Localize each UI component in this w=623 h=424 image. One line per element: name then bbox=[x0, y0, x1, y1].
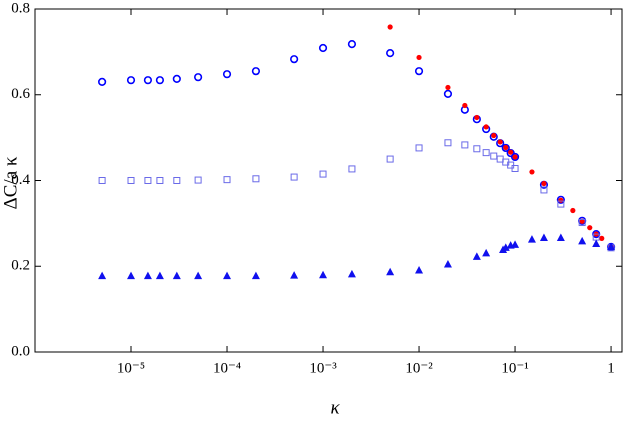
x-axis-label: κ bbox=[330, 397, 340, 418]
point bbox=[482, 149, 490, 157]
point bbox=[155, 76, 165, 85]
point bbox=[155, 271, 164, 280]
y-tick-label: 0.2 bbox=[11, 258, 30, 274]
point bbox=[541, 180, 547, 187]
point bbox=[472, 252, 481, 260]
point bbox=[194, 271, 203, 280]
point bbox=[578, 219, 586, 227]
point bbox=[319, 270, 328, 279]
point bbox=[290, 271, 299, 279]
point bbox=[443, 260, 452, 268]
point bbox=[512, 154, 518, 160]
point bbox=[98, 271, 107, 280]
point bbox=[415, 144, 423, 152]
point bbox=[474, 114, 480, 121]
point bbox=[511, 164, 519, 172]
point bbox=[173, 177, 181, 184]
point bbox=[491, 132, 497, 139]
point bbox=[462, 102, 468, 109]
point bbox=[348, 165, 356, 173]
point bbox=[347, 40, 357, 49]
x-tick-label: 10⁻³ bbox=[309, 360, 337, 376]
point bbox=[415, 266, 424, 274]
point bbox=[386, 49, 395, 58]
point bbox=[529, 169, 535, 175]
point bbox=[127, 177, 135, 184]
point bbox=[416, 54, 422, 61]
point bbox=[251, 271, 260, 280]
point bbox=[194, 73, 203, 82]
point bbox=[443, 89, 453, 98]
point bbox=[156, 177, 164, 184]
point bbox=[483, 124, 489, 130]
y-tick-label: 0.4 bbox=[11, 172, 30, 188]
point bbox=[497, 139, 503, 145]
point bbox=[461, 141, 469, 149]
point bbox=[539, 233, 548, 241]
point bbox=[527, 235, 536, 243]
point bbox=[386, 155, 394, 163]
x-tick-label: 1 bbox=[607, 360, 615, 376]
point bbox=[556, 195, 565, 204]
point bbox=[557, 200, 565, 208]
point bbox=[508, 149, 514, 155]
point bbox=[127, 271, 136, 280]
point bbox=[172, 271, 181, 280]
point bbox=[445, 84, 451, 91]
point bbox=[222, 70, 232, 79]
y-tick-label: 0.0 bbox=[11, 343, 30, 359]
point bbox=[578, 236, 587, 245]
point bbox=[387, 24, 393, 30]
point bbox=[414, 67, 424, 76]
point bbox=[501, 243, 510, 251]
point bbox=[143, 76, 153, 85]
point bbox=[98, 77, 107, 86]
point bbox=[319, 170, 327, 178]
point bbox=[540, 186, 548, 194]
point bbox=[570, 207, 576, 214]
point bbox=[223, 176, 231, 184]
point bbox=[556, 233, 565, 241]
point bbox=[143, 271, 152, 280]
point bbox=[490, 152, 498, 160]
x-tick-label: 10⁻⁵ bbox=[117, 360, 145, 376]
x-tick-label: 10⁻¹ bbox=[501, 360, 528, 376]
point bbox=[98, 177, 106, 184]
point bbox=[144, 177, 152, 184]
point bbox=[290, 55, 299, 64]
point bbox=[503, 144, 509, 151]
point bbox=[473, 145, 481, 153]
point bbox=[386, 267, 395, 276]
x-tick-label: 10⁻² bbox=[405, 360, 433, 376]
point bbox=[444, 139, 452, 147]
x-tick-label: 10⁻⁴ bbox=[213, 360, 241, 376]
point bbox=[290, 173, 298, 181]
point bbox=[252, 175, 260, 183]
point bbox=[172, 74, 181, 83]
y-tick-label: 0.6 bbox=[11, 86, 30, 102]
point bbox=[511, 240, 520, 248]
point bbox=[223, 271, 232, 280]
point bbox=[607, 242, 616, 250]
point bbox=[592, 239, 601, 247]
y-tick-label: 0.8 bbox=[11, 0, 30, 16]
point bbox=[501, 143, 510, 153]
point bbox=[510, 152, 520, 162]
point bbox=[587, 225, 593, 231]
plot-frame bbox=[34, 8, 623, 353]
y-axis-label: ΔC/a κ bbox=[0, 156, 21, 209]
point bbox=[318, 43, 328, 53]
point bbox=[558, 197, 564, 203]
point bbox=[347, 269, 356, 278]
point bbox=[251, 67, 261, 76]
point bbox=[599, 235, 605, 241]
point bbox=[482, 248, 491, 257]
point bbox=[194, 176, 202, 184]
point bbox=[126, 76, 136, 85]
